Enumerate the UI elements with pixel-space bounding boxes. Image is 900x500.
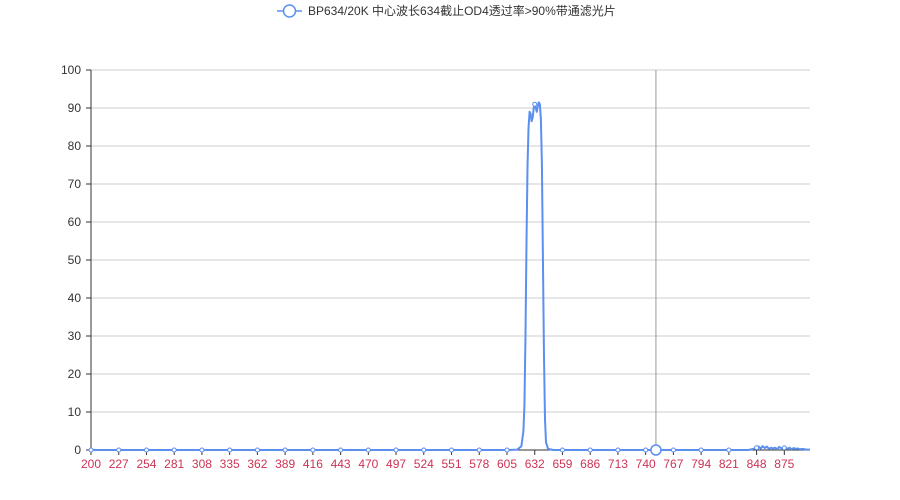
x-tick-label: 362 (247, 457, 267, 471)
data-point[interactable] (338, 447, 344, 453)
x-tick-label: 308 (192, 457, 212, 471)
data-point[interactable] (670, 447, 676, 453)
hollow-circle-icon (282, 4, 297, 18)
x-tick-label: 254 (136, 457, 156, 471)
y-tick-label: 100 (61, 63, 81, 77)
x-tick-label: 281 (164, 457, 184, 471)
data-point[interactable] (88, 447, 94, 453)
x-tick-label: 200 (81, 457, 101, 471)
series-line[interactable] (91, 101, 810, 451)
y-tick-label: 40 (68, 291, 82, 305)
y-tick-label: 0 (74, 443, 81, 457)
y-tick-label: 70 (68, 177, 82, 191)
data-point[interactable] (199, 447, 205, 453)
data-point[interactable] (227, 447, 233, 453)
x-tick-label: 470 (358, 457, 378, 471)
data-point[interactable] (449, 447, 455, 453)
data-point[interactable] (116, 447, 122, 453)
x-tick-label: 686 (580, 457, 600, 471)
y-tick-label: 30 (68, 329, 82, 343)
x-tick-label: 659 (552, 457, 572, 471)
x-tick-label: 794 (691, 457, 711, 471)
data-point[interactable] (254, 447, 260, 453)
grid-layer (91, 69, 810, 413)
data-point[interactable] (143, 447, 149, 453)
y-tick-label: 20 (68, 367, 82, 381)
x-tick-label: 389 (275, 457, 295, 471)
x-tick-label: 821 (719, 457, 739, 471)
legend-label[interactable]: BP634/20K 中心波长634截止OD4透过率>90%带通滤光片 (308, 3, 616, 18)
x-tick-label: 632 (525, 457, 545, 471)
data-point[interactable] (282, 447, 288, 453)
legend[interactable]: BP634/20K 中心波长634截止OD4透过率>90%带通滤光片 (277, 3, 616, 18)
y-tick-label: 80 (68, 139, 82, 153)
x-tick-label: 740 (636, 457, 656, 471)
data-point[interactable] (587, 447, 593, 453)
y-tick-label: 50 (68, 253, 82, 267)
x-tick-label: 416 (303, 457, 323, 471)
x-tick-label: 335 (220, 457, 240, 471)
x-tick-label: 848 (747, 457, 767, 471)
data-point[interactable] (643, 447, 649, 453)
data-point[interactable] (171, 447, 177, 453)
data-point[interactable] (504, 447, 510, 453)
x-tick-label: 524 (414, 457, 434, 471)
data-point[interactable] (615, 447, 621, 453)
x-tick-label: 875 (774, 457, 794, 471)
data-point[interactable] (393, 447, 399, 453)
data-point[interactable] (754, 445, 760, 451)
y-tick-label: 10 (68, 405, 82, 419)
data-point[interactable] (421, 447, 427, 453)
x-tick-label: 578 (469, 457, 489, 471)
y-tick-label: 90 (68, 101, 82, 115)
x-tick-label: 713 (608, 457, 628, 471)
data-point[interactable] (698, 447, 704, 453)
data-point[interactable] (476, 447, 482, 453)
data-point[interactable] (310, 447, 316, 453)
x-tick-label: 767 (663, 457, 683, 471)
x-tick-label: 551 (442, 457, 462, 471)
data-point[interactable] (365, 447, 371, 453)
x-tick-label: 443 (331, 457, 351, 471)
x-tick-label: 497 (386, 457, 406, 471)
data-point[interactable] (781, 445, 787, 451)
data-point[interactable] (532, 101, 538, 107)
y-tick-label: 60 (68, 215, 82, 229)
data-point[interactable] (726, 447, 732, 453)
hover-point[interactable] (650, 444, 662, 456)
data-point[interactable] (559, 447, 565, 453)
x-tick-label: 605 (497, 457, 517, 471)
x-tick-label: 227 (109, 457, 129, 471)
series-layer (88, 101, 810, 456)
axis-layer: 0 10 20 30 40 50 60 70 80 90 100 200 227 254 281 308 335… (61, 63, 810, 471)
